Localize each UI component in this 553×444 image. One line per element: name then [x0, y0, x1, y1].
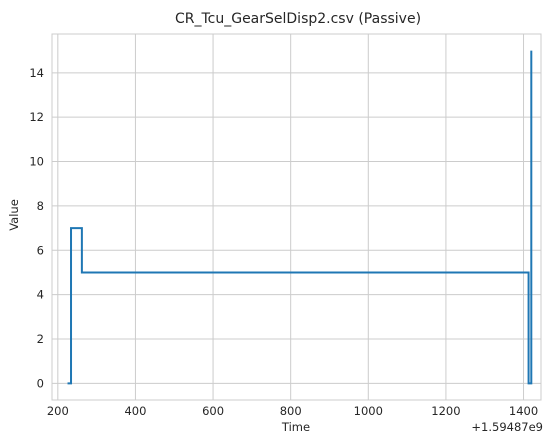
y-tick-label: 4: [37, 288, 44, 302]
grid: [51, 33, 542, 401]
x-tick-label: 400: [124, 404, 146, 418]
y-tick-label: 10: [29, 155, 44, 169]
x-axis-label: Time: [281, 420, 310, 434]
y-tick-label: 12: [29, 110, 44, 124]
plot-frame: [51, 33, 542, 401]
x-tick-label: 1400: [509, 404, 538, 418]
y-tick-label: 14: [29, 66, 44, 80]
plot-area: [67, 50, 533, 385]
x-ticks: 200 400 600 800 1000 1200 1400: [47, 404, 538, 418]
y-tick-label: 0: [37, 376, 44, 390]
y-axis-label: Value: [7, 199, 21, 231]
x-tick-label: 1200: [431, 404, 460, 418]
chart-title: CR_Tcu_GearSelDisp2.csv (Passive): [175, 11, 421, 27]
x-tick-label: 800: [280, 404, 302, 418]
x-tick-label: 600: [202, 404, 224, 418]
y-tick-label: 8: [37, 199, 44, 213]
y-ticks: 0 2 4 6 8 10 12 14: [29, 66, 44, 391]
y-tick-label: 6: [37, 243, 44, 257]
series-line: [67, 50, 533, 385]
y-tick-label: 2: [37, 332, 44, 346]
x-offset-label: +1.59487e9: [471, 420, 543, 434]
x-tick-label: 200: [47, 404, 69, 418]
x-tick-label: 1000: [354, 404, 383, 418]
